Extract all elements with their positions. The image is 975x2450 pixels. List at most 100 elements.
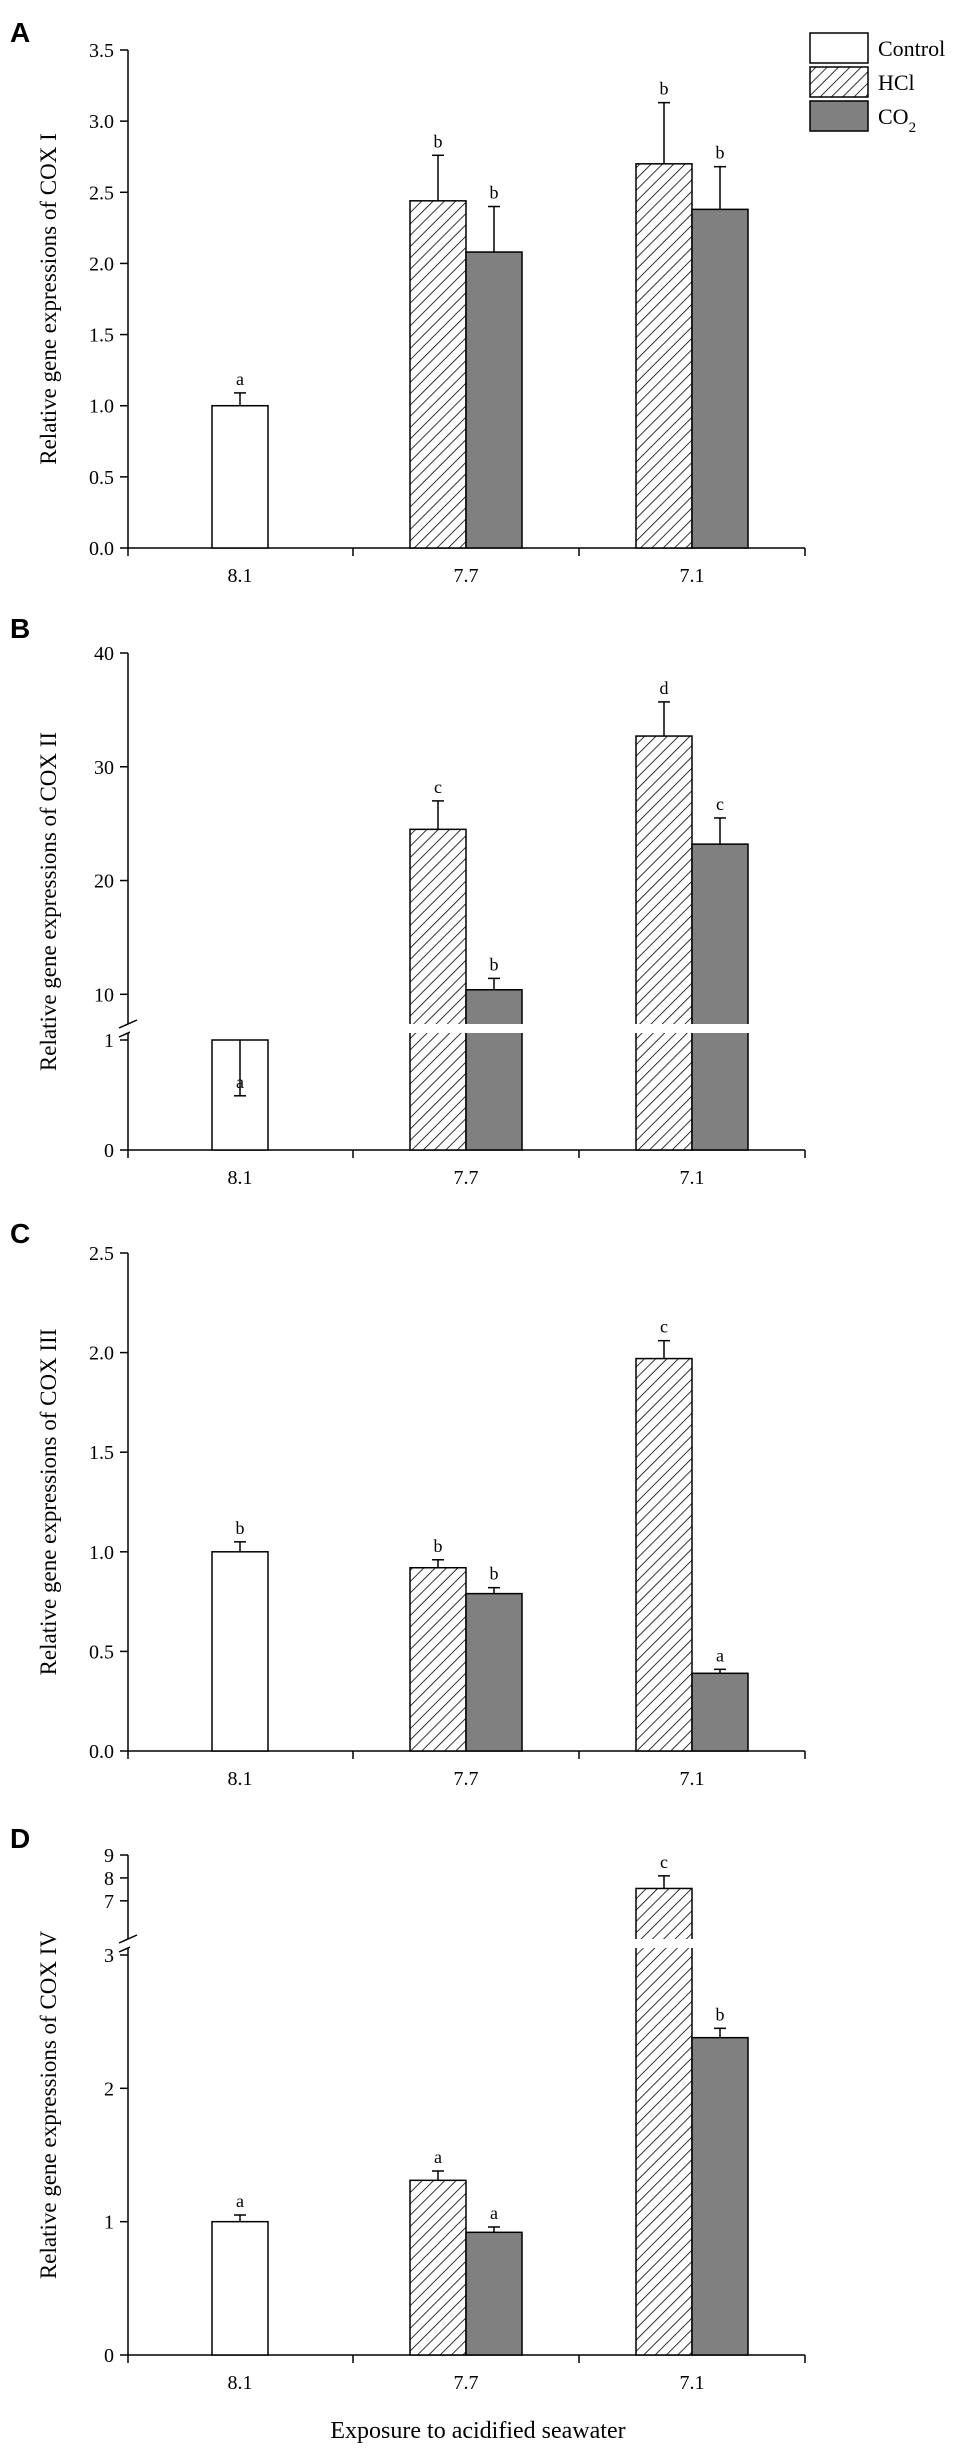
y-tick-label: 1 (104, 1030, 114, 1052)
y-tick-label: 7 (104, 1891, 114, 1913)
bar-hcl-7.7 (409, 200, 467, 549)
x-tick-label: 7.7 (454, 1768, 479, 1790)
y-tick-label: 0.0 (89, 538, 114, 560)
bar-control-8.1 (211, 2220, 269, 2356)
y-tick-label: 9 (104, 1845, 114, 1867)
y-tick-label: 2.5 (89, 1243, 114, 1265)
x-tick-label: 8.1 (228, 1768, 253, 1790)
significance-label: a (434, 2147, 442, 2167)
bar-co2-7.1 (691, 1672, 749, 1752)
x-axis-label: Exposure to acidified seawater (330, 2418, 625, 2444)
x-tick-label: 8.1 (228, 565, 253, 587)
bar-co2-7.1 (691, 2036, 749, 2356)
x-tick-label: 7.1 (680, 1167, 705, 1189)
significance-label: b (490, 183, 499, 203)
legend-swatch-hatched (809, 66, 869, 98)
significance-label: c (716, 794, 724, 814)
x-tick-label: 7.7 (454, 2372, 479, 2394)
panel-d: D Relative gene expressions of COX IV 0 1 2 3… (10, 1823, 806, 2394)
y-axis-label: Relative gene expressions of COX IV (36, 1931, 61, 2280)
significance-label: b (434, 1536, 443, 1556)
bar-hcl-7.7 (409, 1566, 467, 1752)
legend-label-subscript: 2 (909, 120, 917, 136)
significance-label: b (716, 143, 725, 163)
y-tick-label: 3.5 (89, 40, 114, 62)
y-tick-label: 30 (94, 757, 114, 779)
y-tick-label: 1 (104, 2212, 114, 2234)
x-tick-label: 8.1 (228, 2372, 253, 2394)
y-axis-label: Relative gene expressions of COX I (36, 133, 61, 465)
y-tick-label: 3 (104, 1945, 114, 1967)
y-tick-label: 2.0 (89, 253, 114, 275)
y-tick-label: 1.0 (89, 1542, 114, 1564)
significance-label: b (490, 954, 499, 974)
significance-label: c (660, 1317, 668, 1337)
y-tick-label: 0.5 (89, 1641, 114, 1663)
panel-letter: C (10, 1218, 30, 1249)
bar-control-8.1 (211, 404, 269, 549)
panel-letter: D (10, 1823, 30, 1854)
bar-co2-7.1 (691, 208, 749, 549)
bar-co2-7.7 (465, 251, 523, 549)
y-tick-label: 0 (104, 1140, 114, 1162)
significance-label: a (236, 1072, 244, 1092)
y-tick-label: 0 (104, 2345, 114, 2367)
bar-hcl-7.1 (635, 163, 693, 549)
panel-letter: B (10, 613, 30, 644)
legend-swatch-white (809, 32, 869, 64)
legend-swatch-gray (809, 100, 869, 132)
panel-c: C Relative gene expressions of COX III 0.0… (10, 1218, 806, 1790)
panel-letter: A (10, 17, 30, 48)
axis-break-mark (118, 1934, 138, 1944)
significance-label: d (660, 678, 669, 698)
bar-co2-7.7 (465, 2231, 523, 2356)
y-tick-label: 0.0 (89, 1741, 114, 1763)
y-tick-label: 1.5 (89, 325, 114, 347)
x-tick-label: 7.1 (680, 2372, 705, 2394)
x-tick-label: 7.1 (680, 1768, 705, 1790)
legend-label: CO2 (878, 104, 916, 136)
significance-label: b (490, 1564, 499, 1584)
significance-label: a (236, 2191, 244, 2211)
panel-a: A Relative gene expressions of COX I 0.0 0.… (10, 17, 806, 587)
bar-hcl-7.1 (635, 1357, 693, 1752)
x-tick-label: 8.1 (228, 1167, 253, 1189)
x-tick-label: 7.7 (454, 1167, 479, 1189)
bar-hcl-7.1 (635, 1887, 693, 2356)
bar-co2-7.7 (465, 989, 523, 1151)
y-tick-label: 2.5 (89, 182, 114, 204)
legend-label: Control (878, 36, 945, 61)
bar-hcl-7.7 (409, 828, 467, 1151)
significance-label: b (660, 79, 669, 99)
panel-b: B Relative gene expressions of COX II 0 1 10… (10, 613, 806, 1189)
legend-label: HCl (878, 70, 915, 95)
bar-hcl-7.7 (409, 2179, 467, 2356)
axis-break-mark (118, 1019, 138, 1029)
bar-hcl-7.1 (635, 735, 693, 1151)
y-axis-label: Relative gene expressions of COX II (36, 732, 61, 1071)
significance-label: c (660, 1852, 668, 1872)
y-tick-label: 10 (94, 984, 114, 1006)
bar-co2-7.1 (691, 843, 749, 1151)
x-tick-label: 7.1 (680, 565, 705, 587)
y-tick-label: 3.0 (89, 111, 114, 133)
significance-label: c (434, 777, 442, 797)
y-tick-label: 0.5 (89, 467, 114, 489)
legend: Control HCl CO2 (809, 32, 945, 136)
axis-break-gap (130, 1939, 805, 1948)
significance-label: b (236, 1518, 245, 1538)
y-tick-label: 1.0 (89, 396, 114, 418)
y-tick-label: 40 (94, 643, 114, 665)
y-axis-label: Relative gene expressions of COX III (36, 1329, 61, 1676)
y-tick-label: 2 (104, 2078, 114, 2100)
bar-co2-7.7 (465, 1592, 523, 1752)
axis-break-gap (130, 1024, 805, 1033)
y-tick-label: 20 (94, 871, 114, 893)
significance-label: b (434, 131, 443, 151)
significance-label: a (716, 1645, 724, 1665)
bar-control-8.1 (211, 1551, 269, 1752)
y-tick-label: 8 (104, 1868, 114, 1890)
significance-label: a (236, 369, 244, 389)
y-tick-label: 1.5 (89, 1442, 114, 1464)
significance-label: b (716, 2004, 725, 2024)
